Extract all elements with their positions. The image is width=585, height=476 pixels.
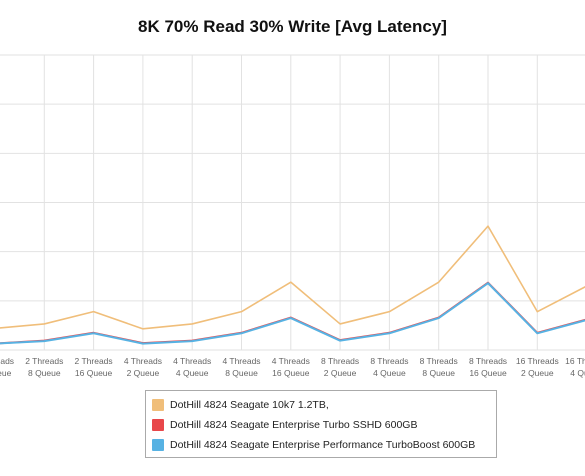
data-point[interactable]	[288, 280, 293, 285]
legend-label: DotHill 4824 Seagate Enterprise Turbo SS…	[170, 419, 418, 431]
data-point[interactable]	[42, 321, 47, 326]
x-tick-label: 8 Threads 8 Queue	[420, 356, 458, 378]
legend-label: DotHill 4824 Seagate 10k7 1.2TB,	[170, 399, 329, 411]
legend-swatch	[152, 439, 164, 451]
legend-label: DotHill 4824 Seagate Enterprise Performa…	[170, 439, 476, 451]
series-lines	[0, 224, 585, 346]
data-point[interactable]	[436, 280, 441, 285]
data-point[interactable]	[140, 341, 145, 346]
data-point[interactable]	[535, 309, 540, 314]
data-point[interactable]	[190, 339, 195, 344]
grid-lines	[0, 54, 585, 351]
x-tick-label: 4 Threads 2 Queue	[124, 356, 162, 378]
data-point[interactable]	[338, 321, 343, 326]
data-point[interactable]	[140, 326, 145, 331]
data-point[interactable]	[486, 224, 491, 229]
x-tick-label: 4 Threads 8 Queue	[222, 356, 260, 378]
data-point[interactable]	[239, 331, 244, 336]
x-tick-label: 8 Threads 4 Queue	[370, 356, 408, 378]
x-tick-label: 8 Threads 16 Queue	[469, 356, 507, 378]
data-point[interactable]	[288, 316, 293, 321]
data-point[interactable]	[338, 338, 343, 343]
data-point[interactable]	[91, 309, 96, 314]
legend-item[interactable]: DotHill 4824 Seagate Enterprise Performa…	[146, 435, 496, 455]
legend-swatch	[152, 399, 164, 411]
data-point[interactable]	[387, 309, 392, 314]
x-tick-label: 8 Threads 2 Queue	[321, 356, 359, 378]
data-point[interactable]	[42, 339, 47, 344]
data-point[interactable]	[535, 331, 540, 336]
data-point[interactable]	[436, 316, 441, 321]
x-tick-label: 16 Threads 2 Queue	[516, 356, 559, 378]
x-tick-label: 4 Threads 16 Queue	[272, 356, 310, 378]
legend-swatch	[152, 419, 164, 431]
chart-title: 8K 70% Read 30% Write [Avg Latency]	[138, 17, 447, 36]
data-point[interactable]	[91, 331, 96, 336]
data-point[interactable]	[190, 321, 195, 326]
data-point[interactable]	[486, 281, 491, 286]
legend-item[interactable]: DotHill 4824 Seagate Enterprise Turbo SS…	[146, 415, 496, 435]
series-line-3[interactable]	[0, 282, 585, 345]
legend-item[interactable]: DotHill 4824 Seagate 10k7 1.2TB,	[146, 395, 496, 415]
series-line-1[interactable]	[0, 225, 585, 330]
data-point[interactable]	[387, 331, 392, 336]
x-tick-label: 2 Threads 16 Queue	[75, 356, 113, 378]
x-tick-label: 4 Threads 4 Queue	[173, 356, 211, 378]
legend: DotHill 4824 Seagate 10k7 1.2TB, DotHill…	[145, 390, 497, 458]
data-point[interactable]	[239, 309, 244, 314]
x-tick-label: 2 Threads 8 Queue	[25, 356, 63, 378]
